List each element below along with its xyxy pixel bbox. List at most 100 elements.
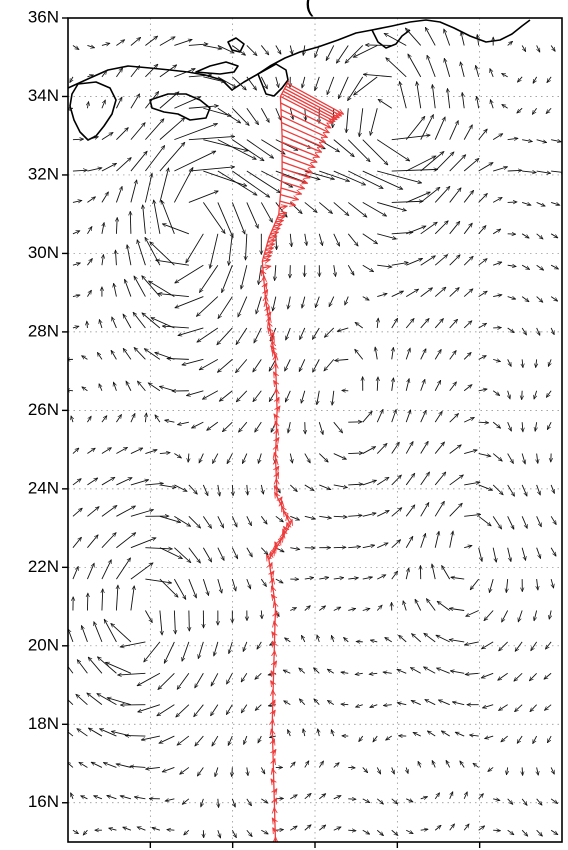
wind-vector [522, 171, 536, 173]
wind-vector [431, 761, 435, 768]
wind-vector [260, 45, 268, 54]
wind-vector [159, 118, 185, 140]
wind-vector [463, 321, 472, 329]
track-wind-vector [280, 193, 298, 200]
track-wind-vector [284, 527, 287, 531]
wind-vector [290, 826, 297, 831]
wind-vector [493, 262, 502, 266]
wind-vector [243, 641, 248, 652]
wind-vector [145, 578, 171, 583]
wind-vector [188, 75, 212, 77]
wind-vector [362, 139, 388, 165]
lat-tick-label: 34N [28, 86, 59, 105]
wind-vector [69, 76, 73, 83]
wind-vector [159, 484, 176, 488]
wind-vector [246, 578, 251, 589]
wind-vector [246, 45, 257, 55]
wind-vector [362, 411, 372, 423]
wind-vector [87, 478, 97, 486]
wind-vector [260, 578, 266, 586]
wind-vector [477, 35, 478, 46]
wind-vector [275, 265, 276, 280]
wind-vector [231, 798, 235, 807]
wind-vector [175, 264, 204, 283]
wind-vector [116, 446, 127, 454]
wind-vector [406, 155, 436, 172]
wind-vector [289, 108, 293, 119]
wind-vector [175, 296, 204, 308]
wind-vector [411, 700, 421, 706]
wind-vector [460, 761, 465, 768]
wind-vector [518, 610, 523, 621]
wind-vector [212, 453, 219, 464]
wind-vector [521, 233, 529, 238]
wind-vector [260, 547, 268, 555]
wind-vector [346, 108, 349, 133]
wind-vector [348, 453, 363, 454]
wind-vector [102, 255, 104, 266]
wind-vector [386, 735, 392, 740]
wind-vector [236, 327, 248, 345]
wind-vector [492, 547, 496, 563]
wind-vector [247, 484, 248, 495]
wind-vector [101, 416, 107, 423]
wind-vector [245, 233, 246, 260]
wind-vector [537, 453, 538, 464]
wind-vector [286, 327, 291, 340]
wind-vector [507, 798, 513, 805]
wind-vector [71, 416, 73, 423]
wind-vector [159, 453, 170, 454]
wind-vector [544, 704, 552, 711]
wind-vector [376, 798, 383, 804]
wind-vector [529, 672, 537, 681]
wind-vector [391, 829, 398, 835]
wind-vector [355, 322, 364, 329]
wind-vector [222, 421, 233, 432]
wind-vector [162, 326, 189, 328]
wind-vector [544, 672, 552, 679]
wind-vector [130, 37, 141, 46]
wind-vector [450, 671, 465, 674]
wind-vector [455, 731, 465, 737]
wind-vector [506, 767, 507, 774]
wind-vector [231, 830, 237, 837]
wind-vector [174, 39, 192, 46]
wind-vector [492, 134, 503, 141]
wind-vector [302, 296, 306, 309]
wind-vector [87, 102, 88, 109]
track-wind-vector [279, 497, 282, 501]
wind-vector [420, 410, 427, 423]
wind-vector [478, 193, 488, 203]
wind-vector [260, 767, 266, 773]
wind-vector [537, 579, 538, 590]
wind-vector [72, 566, 79, 580]
wind-vector [331, 730, 334, 737]
wind-vector [362, 545, 375, 549]
wind-vector [383, 705, 392, 706]
wind-vector [174, 453, 181, 458]
plot-frame [67, 17, 563, 843]
wind-vector [437, 601, 450, 611]
wind-vector [123, 827, 132, 831]
wind-vector [301, 390, 306, 403]
track-wind-vector [273, 224, 282, 226]
wind-vector [427, 55, 436, 78]
wind-vector [211, 704, 219, 716]
wind-vector [202, 578, 208, 595]
wind-vector [186, 233, 204, 263]
wind-vector [536, 233, 543, 239]
wind-vector [144, 349, 161, 360]
wind-vector [68, 108, 74, 109]
wind-vector [405, 116, 425, 140]
lat-tick-label: 16N [28, 792, 59, 811]
wind-vector [138, 704, 161, 712]
wind-vector [173, 578, 187, 599]
wind-vector [397, 703, 407, 705]
wind-vector [217, 45, 234, 54]
wind-vector [137, 827, 146, 831]
wind-vector [284, 359, 291, 371]
wind-vector [137, 240, 146, 266]
wind-vector [144, 641, 161, 662]
wind-vector [165, 420, 175, 422]
wind-vector [88, 657, 103, 674]
